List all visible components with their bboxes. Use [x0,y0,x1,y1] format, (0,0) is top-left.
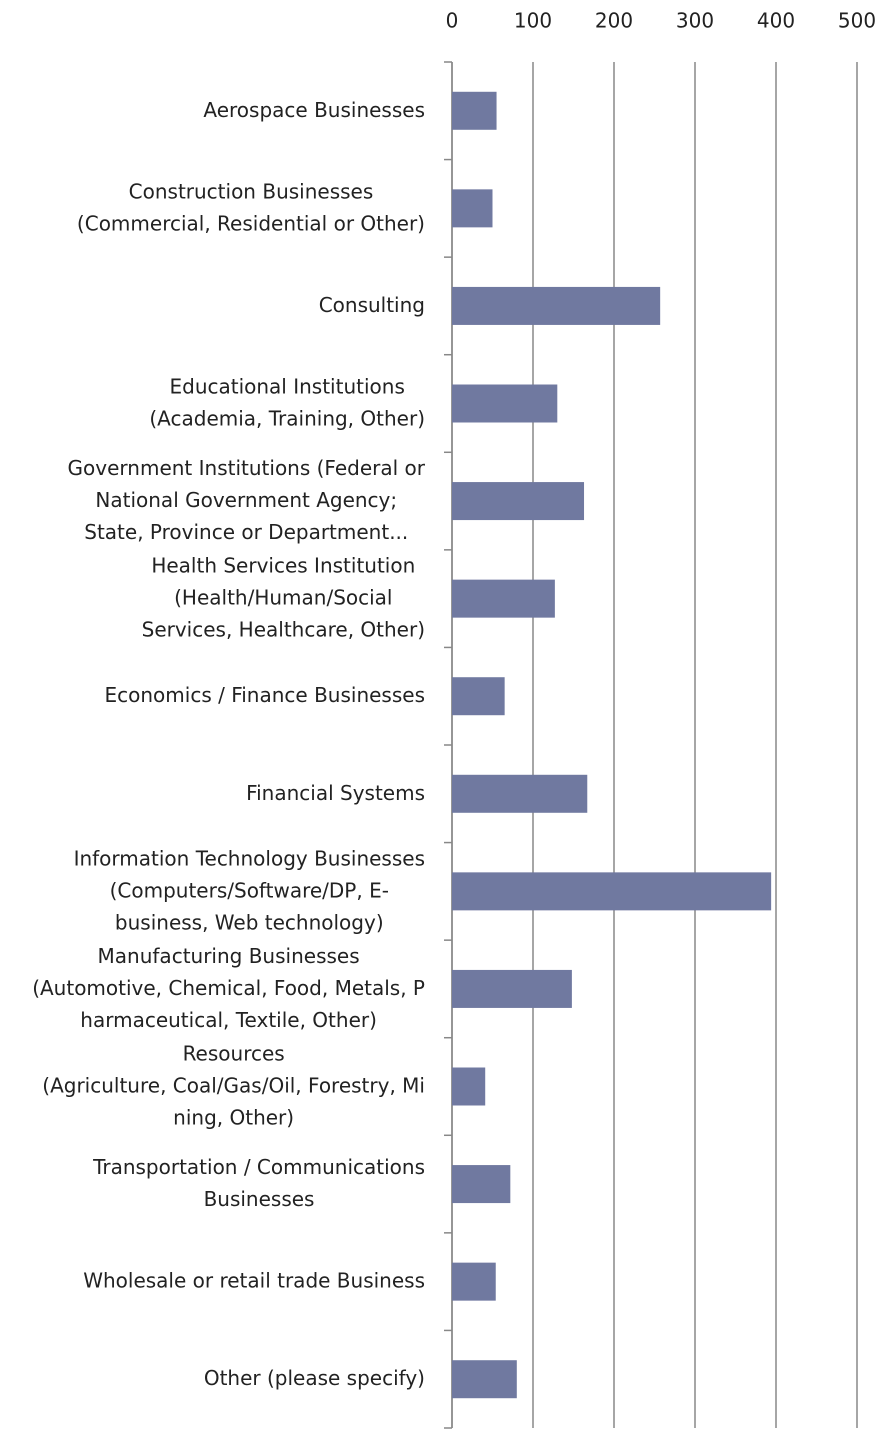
bar [452,1165,511,1204]
bar [452,579,555,618]
y-tick-label: Educational Institutions (Academia, Train… [149,374,425,430]
bar [452,872,772,911]
x-tick-label: 0 [446,9,459,33]
bar [452,969,572,1008]
y-tick-label: Resources (Agriculture, Coal/Gas/Oil, For… [42,1041,425,1129]
x-tick-label: 500 [838,9,876,33]
bar [452,1360,517,1399]
y-tick-label: Aerospace Businesses [203,97,425,121]
x-tick-label: 400 [757,9,795,33]
y-tick-label: Transportation / Communications Businesse… [92,1155,425,1211]
x-tick-label: 100 [514,9,552,33]
y-tick-label: Manufacturing Businesses (Automotive, Che… [32,943,425,1031]
y-tick-label: Government Institutions (Federal or Natio… [68,456,426,544]
bar [452,482,585,521]
y-tick-label: Economics / Finance Businesses [105,683,425,707]
y-tick-label: Other (please specify) [204,1366,425,1390]
y-tick-label: Consulting [319,292,425,316]
bar [452,189,493,228]
x-tick-label: 200 [595,9,633,33]
bar [452,286,661,325]
x-tick-label: 300 [676,9,714,33]
y-tick-label: Construction Businesses (Commercial, Resi… [77,179,425,235]
bar [452,384,558,423]
bar [452,774,588,813]
bar [452,677,505,716]
y-tick-label: Information Technology Businesses (Comput… [74,846,425,934]
bar [452,91,497,130]
y-tick-label: Financial Systems [246,780,425,804]
bar [452,1262,496,1301]
y-tick-label: Health Services Institution (Health/Human… [142,553,425,641]
bar [452,1067,486,1106]
y-tick-label: Wholesale or retail trade Business [83,1268,425,1292]
